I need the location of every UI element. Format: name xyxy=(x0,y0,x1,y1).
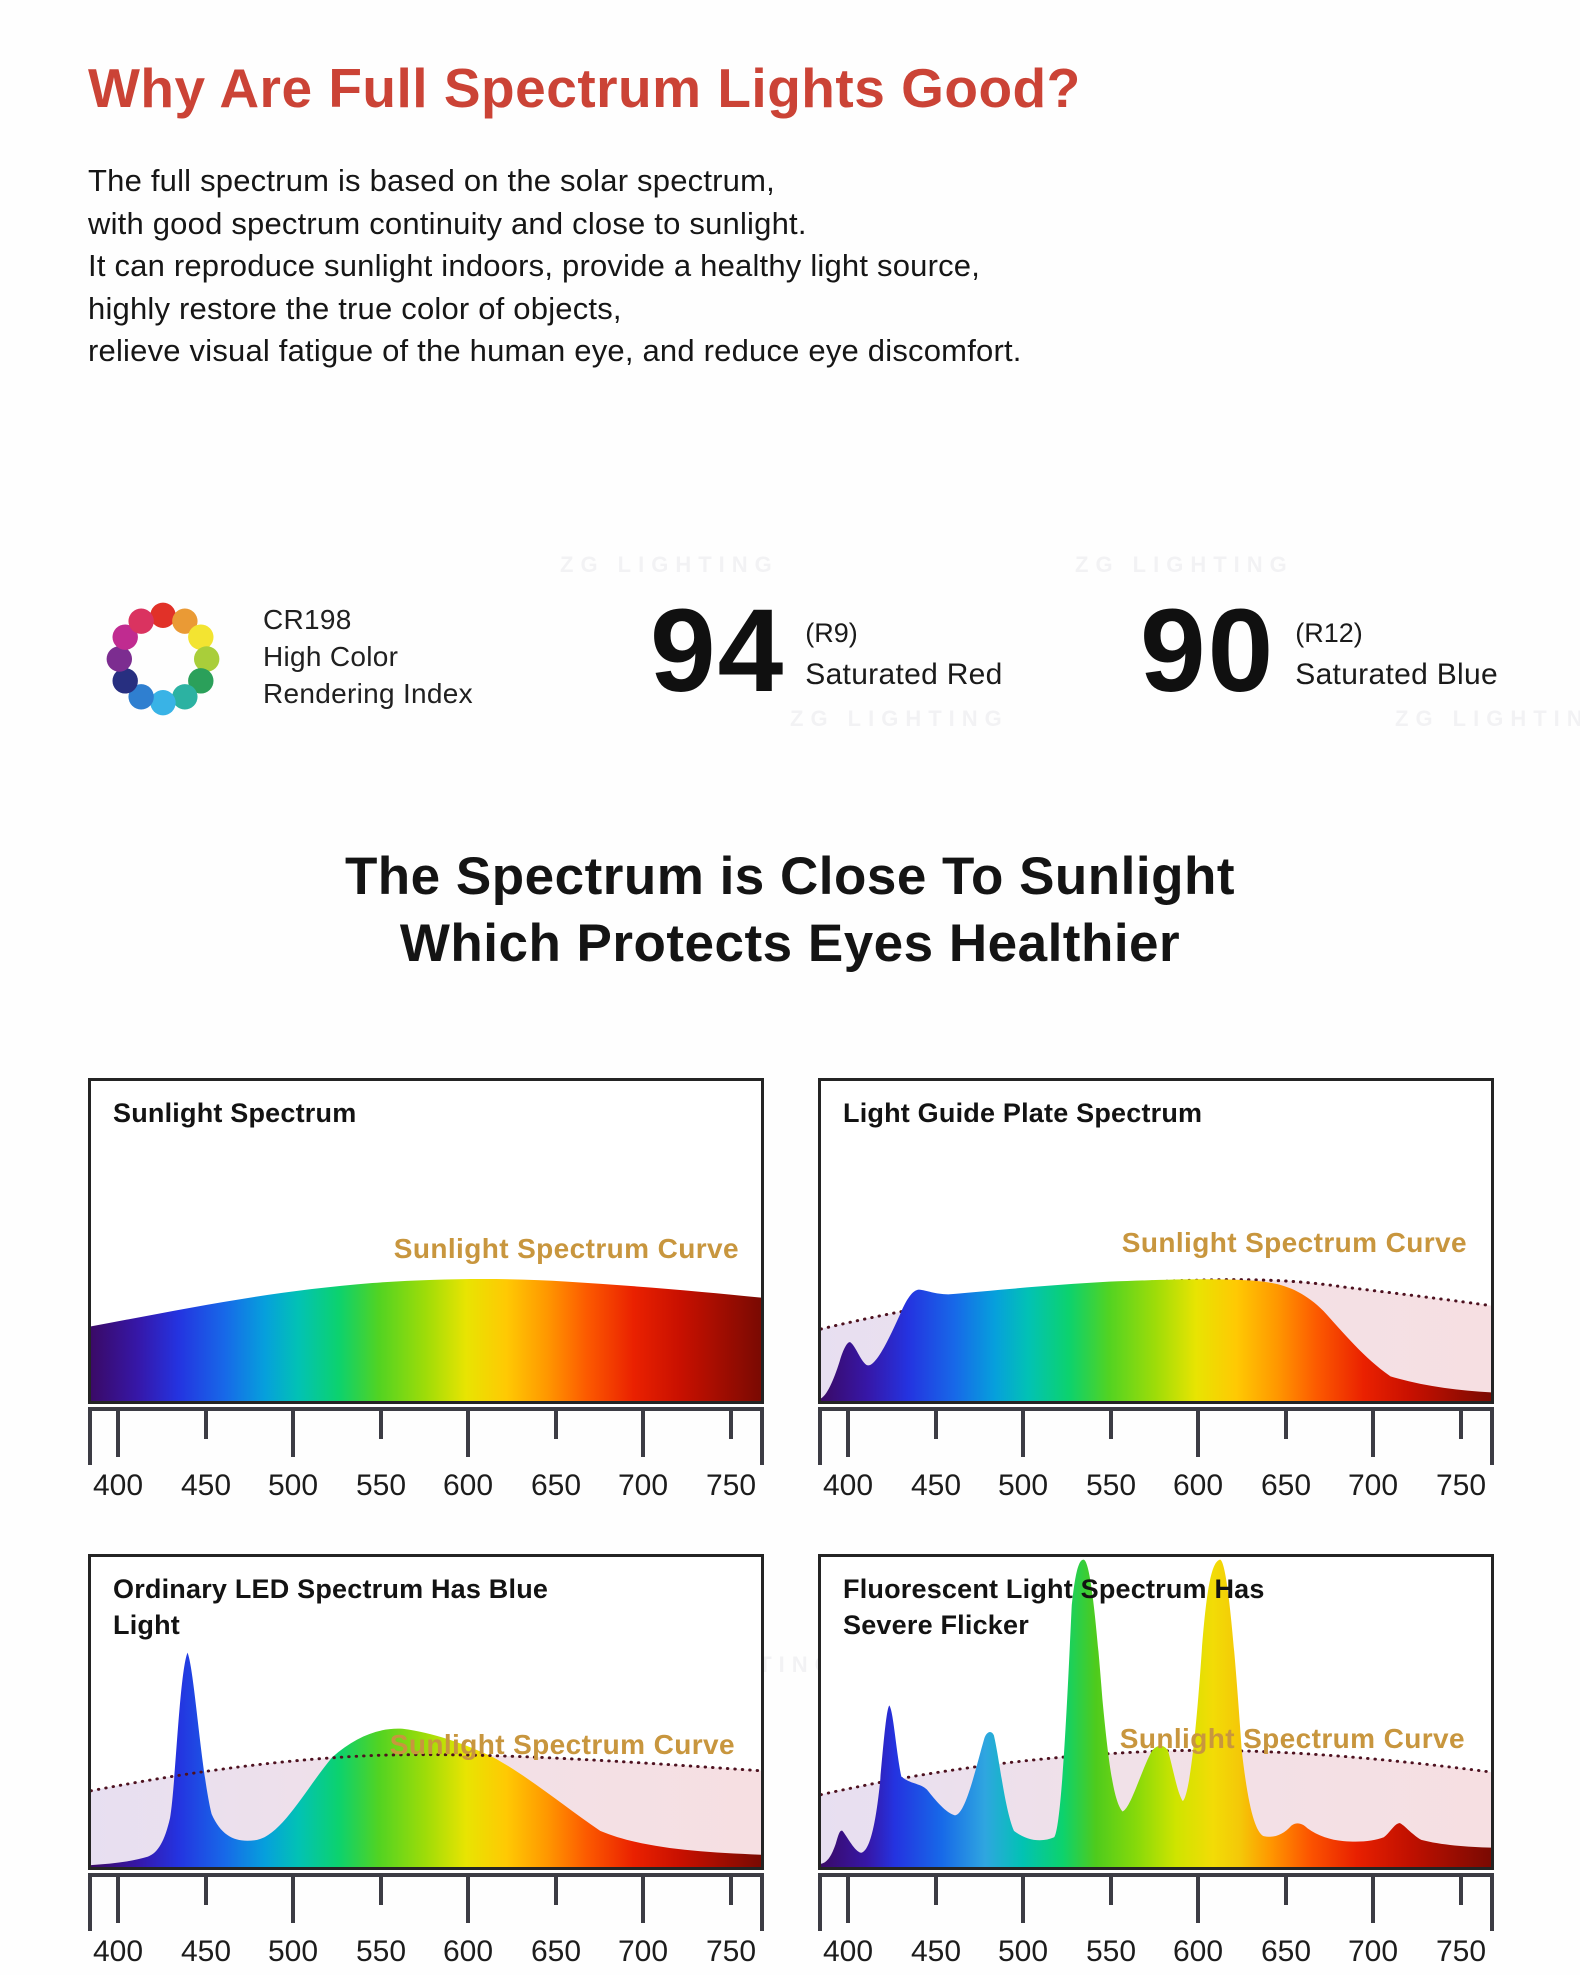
tick-label: 650 xyxy=(1261,1935,1311,1968)
tick-label: 450 xyxy=(181,1469,231,1502)
intro-line: It can reproduce sunlight indoors, provi… xyxy=(88,248,981,283)
r12-name-label: Saturated Blue xyxy=(1295,658,1498,691)
light-guide-plate-plot xyxy=(821,1278,1491,1401)
chart-sunlight-spectrum: Sunlight Spectrum Sunlight Spectrum Curv… xyxy=(88,1078,764,1404)
r9-value: 94 xyxy=(650,585,786,717)
tick-label: 700 xyxy=(618,1469,668,1502)
tick-label: 600 xyxy=(443,1469,493,1502)
watermark: ZG LIGHTING xyxy=(560,552,779,577)
cri-label-line: High Color xyxy=(263,641,399,672)
tick-label: 650 xyxy=(531,1469,581,1502)
tick-label: 550 xyxy=(356,1935,406,1968)
r12-value: 90 xyxy=(1140,585,1276,717)
r9-name-label: Saturated Red xyxy=(805,658,1003,691)
cri-value: CR198 xyxy=(263,604,352,635)
tick-label: 550 xyxy=(356,1469,406,1502)
x-axis-wavelength: 400 450 500 550 600 650 700 750 xyxy=(88,1873,764,1968)
color-wheel-icon xyxy=(106,602,220,716)
page-title: Why Are Full Spectrum Lights Good? xyxy=(88,57,1081,119)
tick-label: 500 xyxy=(268,1935,318,1968)
sunlight-curve-label: Sunlight Spectrum Curve xyxy=(1121,1227,1467,1258)
x-axis-wavelength: 400 450 500 550 600 650 700 750 xyxy=(818,1873,1494,1968)
tick-label: 700 xyxy=(618,1935,668,1968)
chart-fluorescent: Fluorescent Light Spectrum Has Severe Fl… xyxy=(818,1554,1494,1870)
tick-label: 450 xyxy=(911,1469,961,1502)
tick-label: 600 xyxy=(1173,1935,1223,1968)
intro-line: highly restore the true color of objects… xyxy=(88,290,622,326)
r12-index-label: (R12) xyxy=(1295,618,1363,648)
tick-label: 600 xyxy=(443,1935,493,1968)
tick-label: 450 xyxy=(911,1935,961,1968)
tick-label: 650 xyxy=(531,1935,581,1968)
tick-label: 750 xyxy=(706,1469,756,1502)
tick-label: 650 xyxy=(1261,1469,1311,1502)
tick-label: 600 xyxy=(1173,1469,1223,1502)
tick-label: 400 xyxy=(93,1469,143,1502)
section-title-line1: The Spectrum is Close To Sunlight xyxy=(344,847,1236,906)
x-axis-wavelength: 400 450 500 550 600 650 700 750 xyxy=(88,1407,764,1502)
tick-label: 400 xyxy=(823,1469,873,1502)
section-title: The Spectrum is Close To Sunlight Which … xyxy=(0,843,1580,977)
tick-label: 700 xyxy=(1348,1469,1398,1502)
chart-light-guide-plate: Light Guide Plate Spectrum Sunlight Spec… xyxy=(818,1078,1494,1404)
chart-title: Fluorescent Light Spectrum Has Severe Fl… xyxy=(843,1574,1265,1640)
sunlight-spectrum-plot xyxy=(91,1279,761,1401)
r9-index-label: (R9) xyxy=(805,618,858,648)
tick-label: 400 xyxy=(93,1935,143,1968)
tick-label: 500 xyxy=(268,1469,318,1502)
intro-line: with good spectrum continuity and close … xyxy=(88,205,807,241)
tick-label: 550 xyxy=(1086,1935,1136,1968)
tick-label: 500 xyxy=(998,1935,1048,1968)
chart-title: Sunlight Spectrum xyxy=(113,1098,357,1128)
tick-label: 750 xyxy=(706,1935,756,1968)
tick-label: 450 xyxy=(181,1935,231,1968)
x-axis-wavelength: 400 450 500 550 600 650 700 750 xyxy=(818,1407,1494,1502)
stat-r12: 90 (R12) Saturated Blue xyxy=(1140,592,1498,710)
tick-label: 750 xyxy=(1436,1935,1486,1968)
sunlight-curve-label: Sunlight Spectrum Curve xyxy=(393,1233,739,1264)
fluorescent-plot xyxy=(821,1559,1491,1867)
watermark: ZG LIGHTING xyxy=(1075,552,1294,577)
intro-line: The full spectrum is based on the solar … xyxy=(88,163,775,198)
stat-r9: 94 (R9) Saturated Red xyxy=(650,592,1003,710)
intro-paragraph: The full spectrum is based on the solar … xyxy=(88,160,1268,373)
chart-ordinary-led: Ordinary LED Spectrum Has Blue Light Sun… xyxy=(88,1554,764,1870)
ordinary-led-plot xyxy=(91,1652,761,1867)
sunlight-curve-label: Sunlight Spectrum Curve xyxy=(1119,1723,1465,1754)
tick-label: 550 xyxy=(1086,1469,1136,1502)
tick-label: 500 xyxy=(998,1469,1048,1502)
intro-line: relieve visual fatigue of the human eye,… xyxy=(88,333,1022,368)
tick-label: 700 xyxy=(1348,1935,1398,1968)
cri-description: CR198 High Color Rendering Index xyxy=(263,601,473,712)
cri-label-line: Rendering Index xyxy=(263,678,473,709)
chart-title: Light Guide Plate Spectrum xyxy=(843,1098,1203,1128)
tick-label: 750 xyxy=(1436,1469,1486,1502)
section-title-line2: Which Protects Eyes Healthier xyxy=(399,914,1181,973)
chart-title: Ordinary LED Spectrum Has Blue Light xyxy=(113,1574,549,1640)
tick-label: 400 xyxy=(823,1935,873,1968)
sunlight-curve-label: Sunlight Spectrum Curve xyxy=(389,1729,735,1760)
